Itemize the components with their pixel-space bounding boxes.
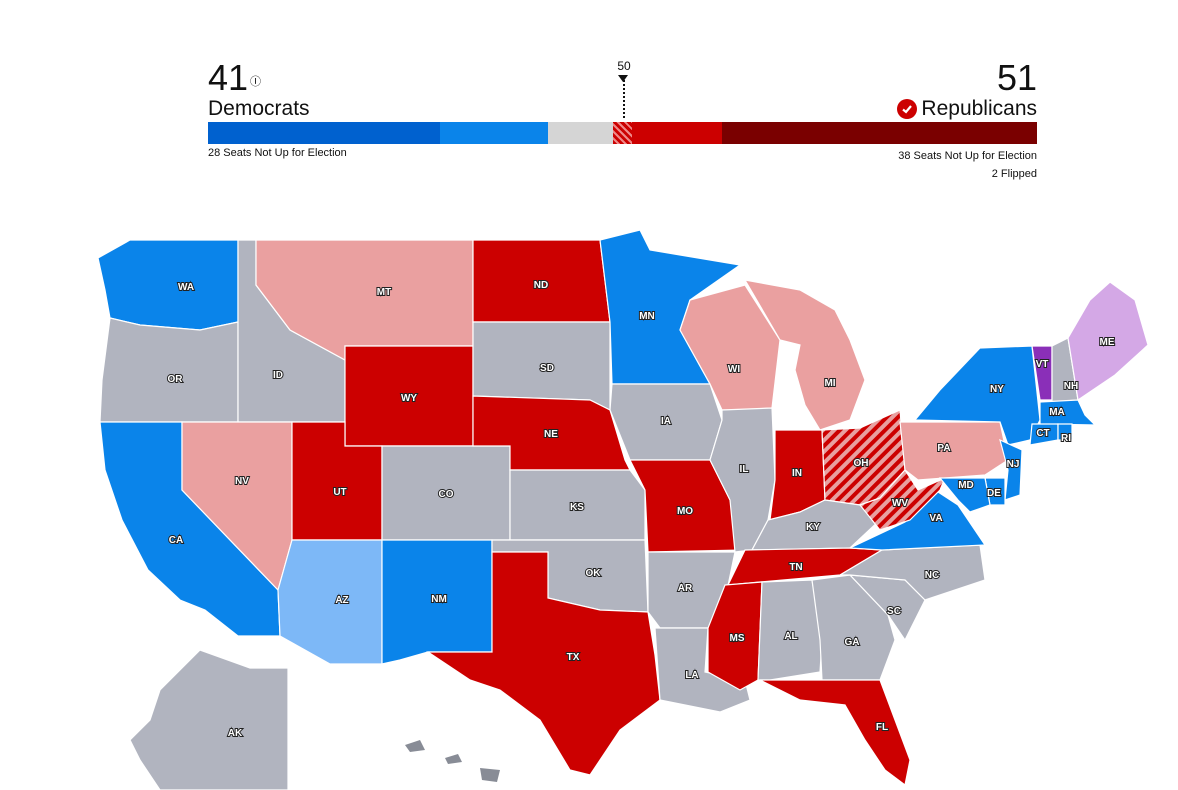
label-NV: NV bbox=[235, 476, 249, 487]
label-AK: AK bbox=[228, 728, 243, 739]
label-MS: MS bbox=[730, 633, 745, 644]
label-ID: ID bbox=[273, 370, 283, 381]
label-CT: CT bbox=[1036, 428, 1049, 439]
hawaii-islands-2 bbox=[445, 754, 462, 764]
rep-not-up-text: 38 Seats Not Up for Election bbox=[898, 150, 1037, 162]
label-IL: IL bbox=[740, 464, 749, 475]
label-WY: WY bbox=[401, 393, 417, 404]
label-KY: KY bbox=[806, 522, 820, 533]
winner-check-icon bbox=[897, 99, 918, 119]
state-NJ[interactable] bbox=[999, 438, 1023, 501]
label-LA: LA bbox=[685, 670, 698, 681]
bar-rep-not-up bbox=[722, 122, 1037, 144]
label-MD: MD bbox=[958, 480, 974, 491]
label-RI: RI bbox=[1061, 433, 1071, 444]
majority-marker-label: 50 bbox=[617, 59, 631, 73]
senate-balance-header: 41 Ⓘ Democrats 51 Republicans 50 28 Seats… bbox=[208, 55, 1037, 185]
label-SD: SD bbox=[540, 363, 554, 374]
republicans-label: Republicans bbox=[921, 97, 1037, 120]
state-FL[interactable] bbox=[759, 679, 911, 787]
label-SC: SC bbox=[887, 606, 901, 617]
republicans-seat-count: 51 bbox=[996, 57, 1037, 98]
label-WV: WV bbox=[892, 498, 908, 509]
state-PA[interactable] bbox=[899, 421, 1009, 481]
label-NC: NC bbox=[925, 570, 939, 581]
label-AL: AL bbox=[784, 631, 797, 642]
label-UT: UT bbox=[333, 487, 346, 498]
state-AK[interactable] bbox=[129, 649, 289, 790]
state-MA[interactable] bbox=[1039, 399, 1097, 426]
state-WA[interactable] bbox=[97, 239, 239, 331]
bar-undecided bbox=[548, 122, 613, 144]
state-AL[interactable] bbox=[757, 579, 823, 681]
state-MI[interactable] bbox=[743, 279, 866, 431]
state-OR[interactable] bbox=[99, 317, 239, 423]
label-NH: NH bbox=[1064, 381, 1078, 392]
label-CA: CA bbox=[169, 535, 183, 546]
rep-notes: 38 Seats Not Up for Election 2 Flipped bbox=[898, 147, 1037, 183]
state-AZ[interactable] bbox=[277, 539, 383, 665]
label-VT: VT bbox=[1036, 359, 1049, 370]
label-GA: GA bbox=[845, 637, 860, 648]
bar-dem-not-up bbox=[208, 122, 440, 144]
seat-balance-bar bbox=[208, 122, 1037, 144]
label-MO: MO bbox=[677, 506, 693, 517]
bar-rep bbox=[632, 122, 722, 144]
state-RI[interactable] bbox=[1057, 423, 1073, 441]
label-MA: MA bbox=[1049, 407, 1065, 418]
label-TX: TX bbox=[567, 652, 580, 663]
state-IL[interactable] bbox=[709, 407, 776, 553]
label-WA: WA bbox=[178, 282, 194, 293]
label-OR: OR bbox=[168, 374, 184, 385]
state-ME[interactable] bbox=[1067, 281, 1149, 402]
rep-flipped-text: 2 Flipped bbox=[991, 168, 1037, 180]
democrats-label: Democrats bbox=[208, 97, 310, 120]
label-KS: KS bbox=[570, 502, 584, 513]
label-MI: MI bbox=[824, 378, 835, 389]
label-MN: MN bbox=[639, 311, 655, 322]
label-VA: VA bbox=[929, 513, 942, 524]
label-PA: PA bbox=[937, 443, 950, 454]
label-NY: NY bbox=[990, 384, 1004, 395]
label-ND: ND bbox=[534, 280, 548, 291]
label-TN: TN bbox=[789, 562, 802, 573]
label-NJ: NJ bbox=[1007, 459, 1020, 470]
label-IA: IA bbox=[661, 416, 671, 427]
label-AR: AR bbox=[678, 583, 693, 594]
label-NM: NM bbox=[431, 594, 447, 605]
label-OH: OH bbox=[854, 458, 869, 469]
label-ME: ME bbox=[1100, 337, 1115, 348]
hawaii-islands-3 bbox=[480, 768, 500, 782]
state-MD[interactable] bbox=[938, 477, 991, 513]
label-NE: NE bbox=[544, 429, 558, 440]
label-AZ: AZ bbox=[335, 595, 348, 606]
majority-marker-arrow-icon bbox=[618, 75, 628, 82]
label-WI: WI bbox=[728, 364, 740, 375]
label-DE: DE bbox=[987, 488, 1001, 499]
state-TX[interactable] bbox=[426, 551, 661, 776]
label-OK: OK bbox=[586, 568, 602, 579]
label-IN: IN bbox=[792, 468, 802, 479]
republicans-winner-label: Republicans bbox=[897, 97, 1037, 121]
bar-rep-flipped bbox=[613, 122, 632, 144]
democrats-seat-count: 41 Ⓘ bbox=[208, 57, 262, 98]
info-icon[interactable]: Ⓘ bbox=[250, 76, 262, 88]
dem-not-up-text: 28 Seats Not Up for Election bbox=[208, 147, 347, 159]
majority-marker-line bbox=[623, 80, 625, 118]
bar-dem bbox=[440, 122, 548, 144]
label-CO: CO bbox=[439, 489, 454, 500]
hawaii-islands bbox=[405, 740, 425, 752]
label-MT: MT bbox=[377, 287, 391, 298]
label-FL: FL bbox=[876, 722, 888, 733]
state-KS[interactable] bbox=[509, 469, 646, 541]
